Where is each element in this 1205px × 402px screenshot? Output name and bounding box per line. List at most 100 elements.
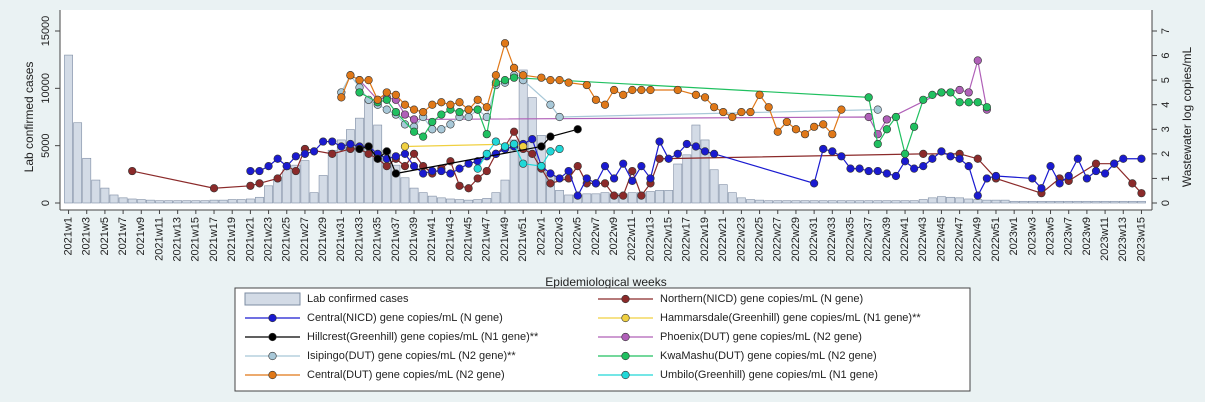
point (337, 93, 346, 102)
point (509, 73, 519, 82)
point (482, 112, 491, 122)
legend-marker (268, 370, 277, 380)
point (482, 149, 491, 158)
bar (791, 200, 801, 204)
x-tick-label: 2022w47 (954, 217, 966, 262)
point (1091, 159, 1101, 168)
bar (1100, 200, 1110, 204)
x-tick-label: 2022w1 (535, 217, 547, 256)
point (946, 88, 955, 97)
bar (346, 129, 355, 204)
point (555, 144, 564, 154)
point (973, 191, 982, 200)
bar (391, 164, 401, 204)
bar (1055, 200, 1065, 204)
point (982, 103, 991, 112)
point (955, 154, 964, 163)
bar (400, 177, 410, 204)
point (473, 95, 482, 104)
bar (218, 199, 228, 204)
point (773, 127, 782, 136)
point (973, 154, 982, 163)
bar (818, 200, 828, 204)
bar (500, 179, 510, 204)
point (746, 107, 755, 117)
bar (73, 122, 83, 204)
bar (300, 160, 310, 204)
point (400, 149, 410, 158)
bar (864, 200, 874, 204)
bar (946, 196, 955, 204)
bar (64, 54, 73, 204)
point (1028, 174, 1037, 183)
bar (882, 200, 892, 204)
point (664, 154, 673, 163)
point (428, 100, 437, 109)
bar (1027, 200, 1037, 204)
legend-marker (268, 313, 277, 323)
point (409, 115, 419, 124)
x-tick-label: 2022w49 (972, 217, 984, 262)
point (573, 191, 582, 200)
x-tick-label: 2021w15 (190, 217, 202, 262)
x-tick-label: 2023w13 (1117, 217, 1129, 262)
point (728, 112, 737, 122)
bar (891, 200, 901, 204)
point (855, 164, 864, 173)
y2-tick-label: 5 (1160, 77, 1172, 83)
x-tick-label: 2021w29 (317, 217, 329, 262)
point (873, 166, 882, 176)
x-tick-label: 2023w11 (1099, 217, 1111, 261)
x-tick-label: 2021w11 (153, 217, 165, 261)
bar (318, 175, 328, 204)
point (655, 154, 664, 163)
point (273, 154, 282, 163)
point (609, 85, 619, 95)
point (500, 76, 510, 85)
point (609, 191, 619, 200)
bar (909, 200, 919, 204)
point (546, 76, 555, 85)
point (891, 112, 901, 122)
bar (191, 200, 201, 204)
bar (164, 200, 173, 204)
point (1037, 184, 1046, 193)
bar (1018, 200, 1028, 204)
x-tick-label: 2021w49 (499, 217, 511, 262)
bar (182, 200, 192, 204)
point (364, 149, 373, 158)
bar (155, 200, 164, 204)
legend-label: Hammarsdale(Greenhill) gene copies/mL (N… (660, 312, 921, 324)
point (673, 149, 682, 158)
bar (973, 199, 983, 204)
point (882, 169, 891, 178)
bar (673, 163, 683, 204)
point (437, 166, 446, 176)
point (900, 149, 910, 158)
bar (991, 199, 1001, 204)
point (282, 162, 291, 171)
bar (264, 185, 273, 204)
bar (109, 194, 119, 204)
point (619, 159, 628, 168)
point (555, 174, 564, 183)
x-tick-label: 2021w33 (353, 217, 365, 262)
legend-label: Central(NICD) gene copies/mL (N gene) (307, 312, 503, 324)
point (346, 139, 355, 149)
point (482, 166, 491, 176)
point (682, 139, 691, 149)
x-tick-label: 2021w51 (517, 217, 529, 262)
x-tick-label: 2023w15 (1135, 217, 1147, 262)
point (1073, 154, 1082, 163)
bar (482, 198, 492, 204)
legend-label: KwaMashu(DUT) gene copies/mL (N2 gene) (660, 350, 877, 362)
bar (200, 200, 210, 204)
bar (427, 195, 437, 204)
point (300, 149, 310, 158)
bar (700, 139, 710, 204)
x-axis-title: Epidemiological weeks (545, 275, 666, 289)
point (755, 90, 764, 99)
y2-tick-label: 6 (1160, 53, 1172, 59)
point (455, 107, 464, 117)
bar (600, 192, 610, 204)
